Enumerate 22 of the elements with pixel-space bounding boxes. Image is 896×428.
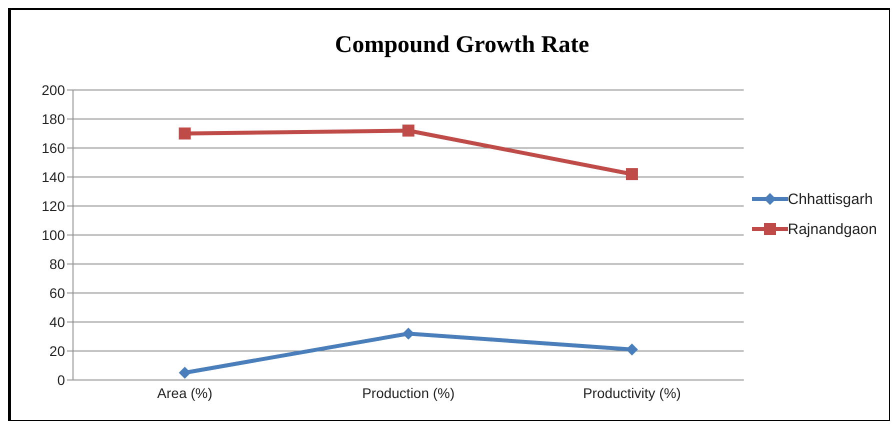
point [178, 128, 191, 140]
y-tick-label: 60 [49, 284, 66, 301]
y-tick-label: 40 [49, 314, 66, 330]
y-tick-label: 80 [49, 256, 66, 272]
x-tick-label: Productivity (%) [582, 384, 681, 401]
point [626, 168, 638, 180]
legend-label: Rajnandgaon [788, 220, 877, 238]
y-tick-label: 160 [42, 140, 66, 156]
x-tick-label: Area (%) [157, 384, 212, 401]
y-tick-label: 20 [49, 342, 66, 359]
y-tick-label: 100 [42, 226, 66, 243]
y-tick-label: 120 [42, 198, 66, 214]
y-tick-label: 180 [42, 110, 66, 127]
y-tick-label: 200 [42, 82, 66, 98]
y-tick-label: 0 [57, 372, 66, 388]
point [402, 328, 414, 340]
point [402, 124, 414, 137]
chart-title: Compound Growth Rate [334, 32, 590, 59]
point [178, 366, 191, 379]
x-tick-label: Production (%) [362, 384, 455, 401]
y-tick-label: 140 [42, 168, 66, 185]
legend-label: Chhattisgarh [788, 190, 873, 208]
